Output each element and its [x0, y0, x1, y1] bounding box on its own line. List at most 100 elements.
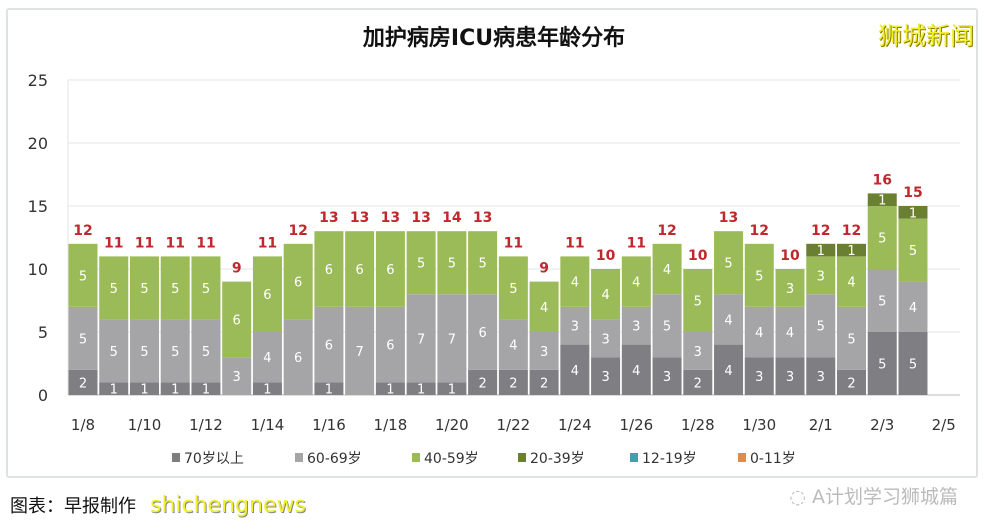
- legend-swatch: [172, 453, 180, 462]
- bar-segment: [468, 294, 498, 370]
- bar-segment: [714, 294, 744, 345]
- bar-segment: [591, 357, 621, 395]
- segment-label: 5: [417, 257, 425, 272]
- x-tick-label: 1/14: [251, 416, 285, 434]
- x-tick-label: 1/16: [312, 416, 346, 434]
- bar-segment: [345, 306, 375, 395]
- y-tick-label: 0: [38, 386, 48, 405]
- total-label: 14: [442, 210, 462, 226]
- bar-segment: [222, 357, 252, 395]
- bar-segment: [406, 294, 436, 383]
- segment-label: 5: [909, 358, 917, 373]
- stacked-bar-chart: 0510152025255121551115511155111551136914…: [28, 71, 960, 467]
- bar-segment: [683, 332, 713, 370]
- segment-label: 1: [140, 383, 148, 398]
- segment-label: 1: [325, 383, 333, 398]
- bar-segment: [406, 382, 436, 395]
- total-label: 12: [73, 223, 92, 239]
- bar-segment: [867, 193, 897, 206]
- segment-label: 2: [540, 376, 548, 391]
- bar-segment: [652, 243, 682, 295]
- segment-label: 5: [909, 244, 917, 259]
- bar-segment: [898, 332, 928, 395]
- bar-segment: [837, 369, 866, 395]
- bar-segment: [898, 281, 928, 332]
- x-tick-label: 1/12: [189, 416, 223, 434]
- bar-segment: [129, 382, 159, 395]
- bar-segment: [560, 306, 590, 345]
- segment-label: 3: [632, 320, 640, 335]
- chart-frame: [6, 8, 978, 478]
- segment-label: 5: [140, 282, 148, 297]
- legend-swatch: [630, 453, 638, 462]
- segment-label: 6: [233, 313, 241, 328]
- bar-segment: [252, 256, 282, 332]
- segment-label: 2: [79, 376, 87, 391]
- y-tick-label: 25: [28, 71, 48, 90]
- bar-segment: [160, 256, 190, 320]
- segment-label: 3: [755, 370, 763, 385]
- segment-label: 7: [356, 345, 364, 360]
- segment-label: 3: [540, 345, 548, 360]
- bar-segment: [99, 319, 129, 383]
- bar-segment: [314, 382, 344, 395]
- bar-segment: [314, 306, 344, 383]
- bar-segment: [406, 231, 436, 295]
- segment-label: 5: [140, 345, 148, 360]
- segment-label: 3: [817, 370, 825, 385]
- total-label: 12: [657, 223, 676, 239]
- segment-label: 2: [694, 376, 702, 391]
- wechat-account: ◌ A计划学习狮城篇: [789, 486, 958, 508]
- bar-segment: [867, 206, 897, 269]
- bar-segment: [375, 382, 405, 395]
- bar-segment: [468, 231, 498, 295]
- bar-segment: [898, 206, 928, 219]
- segment-label: 6: [478, 326, 486, 341]
- bar-segment: [744, 306, 774, 358]
- x-tick-label: 1/28: [681, 416, 715, 434]
- bar-segment: [560, 344, 590, 395]
- segment-label: 5: [110, 282, 118, 297]
- total-label: 13: [350, 210, 369, 226]
- bar-segment: [775, 306, 805, 358]
- bar-segment: [129, 256, 159, 320]
- segment-label: 4: [571, 364, 579, 379]
- bar-segment: [191, 319, 221, 383]
- total-label: 10: [688, 248, 708, 264]
- segment-label: 4: [509, 339, 517, 354]
- x-tick-label: 1/30: [742, 416, 776, 434]
- segment-label: 5: [478, 257, 486, 272]
- bar-segment: [621, 306, 651, 345]
- account-name: A计划学习狮城篇: [812, 486, 958, 508]
- total-label: 11: [135, 235, 154, 251]
- y-tick-label: 10: [28, 260, 48, 279]
- x-tick-label: 1/22: [497, 416, 531, 434]
- segment-label: 5: [817, 320, 825, 335]
- brand-logo: 狮城新闻: [878, 22, 974, 50]
- bar-segment: [375, 231, 405, 307]
- legend-swatch: [412, 453, 420, 462]
- total-label: 13: [473, 210, 492, 226]
- x-tick-label: 1/24: [558, 416, 592, 434]
- segment-label: 5: [878, 232, 886, 247]
- bar-segment: [867, 269, 897, 332]
- segment-label: 5: [110, 345, 118, 360]
- bar-segment: [560, 256, 590, 307]
- segment-label: 3: [601, 370, 609, 385]
- bar-segment: [714, 344, 744, 395]
- bar-segment: [498, 256, 528, 320]
- legend-swatch: [295, 453, 303, 462]
- segment-label: 5: [171, 282, 179, 297]
- bar-segment: [806, 357, 836, 395]
- segment-label: 5: [202, 282, 210, 297]
- x-tick-label: 2/1: [809, 416, 833, 434]
- legend-label: 0-11岁: [750, 451, 796, 467]
- bar-segment: [345, 231, 375, 307]
- segment-label: 7: [448, 332, 456, 347]
- total-label: 13: [319, 210, 338, 226]
- segment-label: 1: [171, 383, 179, 398]
- total-label: 11: [627, 235, 646, 251]
- segment-label: 4: [755, 326, 763, 341]
- bar-segment: [744, 357, 774, 395]
- total-label: 10: [780, 248, 800, 264]
